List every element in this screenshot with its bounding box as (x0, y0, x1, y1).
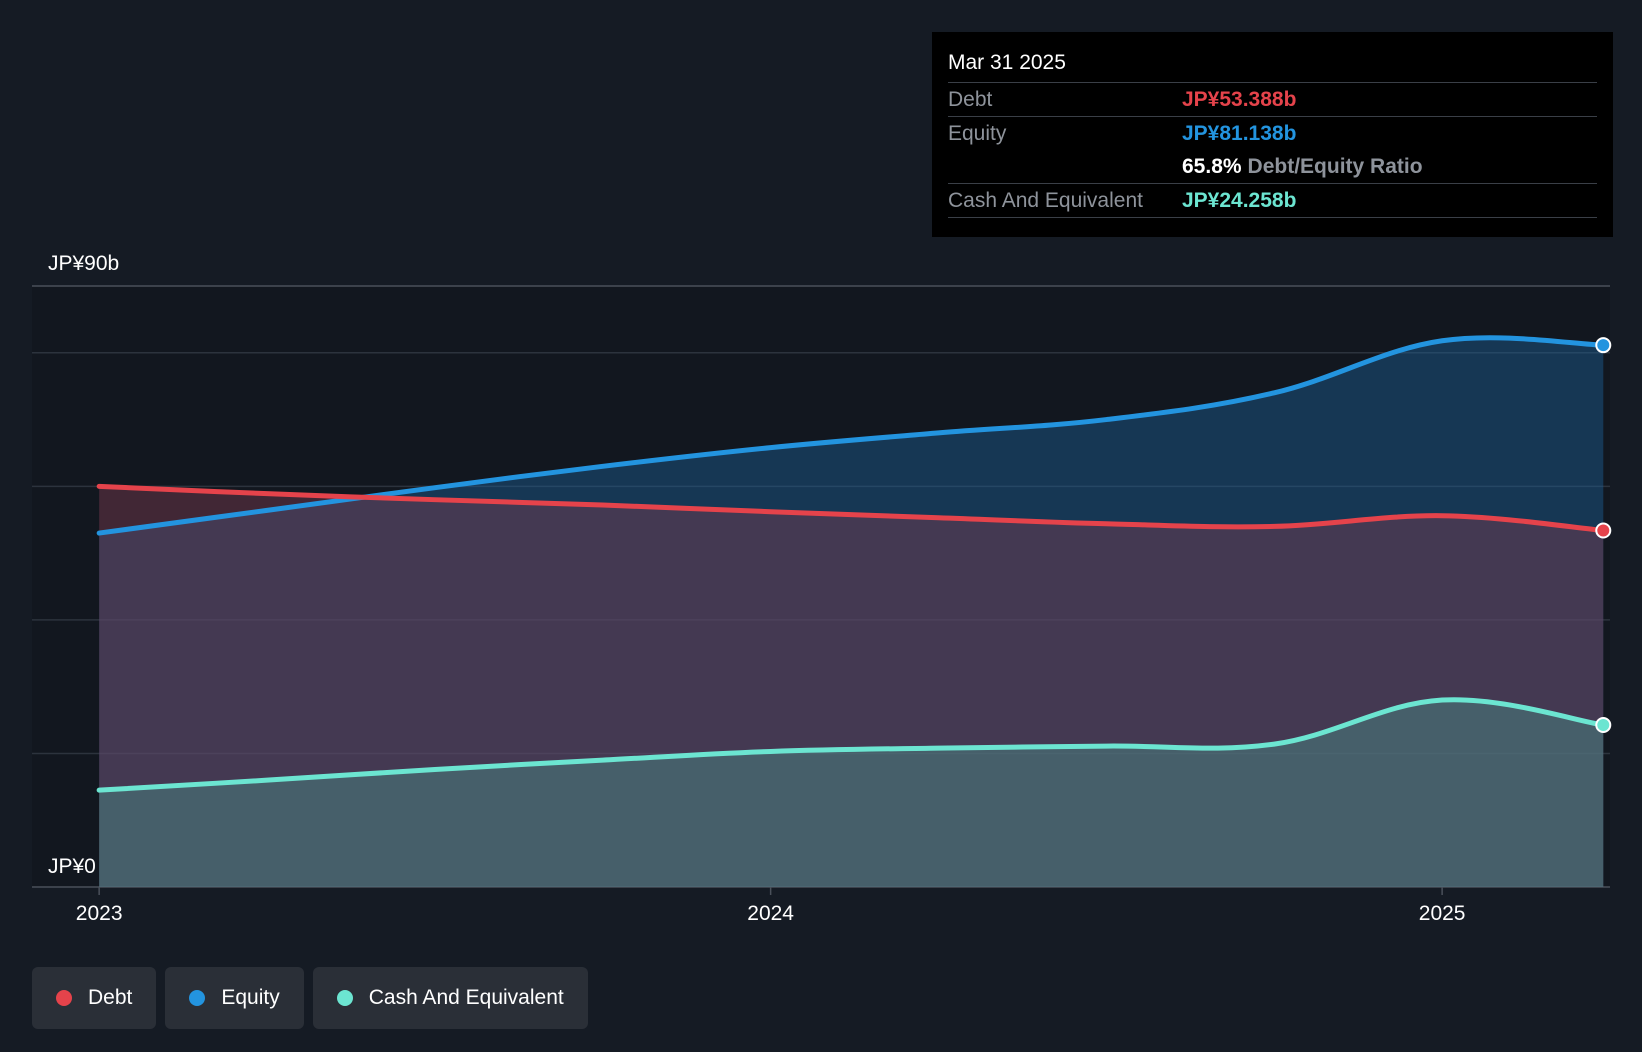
legend-label-debt: Debt (88, 986, 133, 1009)
tooltip-panel: Mar 31 2025 Debt JP¥53.388b Equity JP¥81… (932, 32, 1613, 237)
legend-dot-cash (336, 990, 353, 1006)
tooltip-ratio-label: Debt/Equity Ratio (1247, 154, 1423, 178)
legend-label-cash: Cash And Equivalent (368, 986, 564, 1009)
tooltip-ratio-value: 65.8% (1182, 154, 1242, 178)
legend-dot-debt (56, 990, 72, 1006)
y-tick-label-max: JP¥90b (48, 252, 119, 275)
line-cash-and-equivalent (96, 697, 1606, 793)
tooltip-debt-value: JP¥53.388b (1182, 87, 1297, 111)
legend-item-debt[interactable]: Debt (32, 967, 157, 1029)
legend-item-equity[interactable]: Equity (165, 967, 304, 1029)
area-cash-and-equivalent (99, 699, 1604, 887)
tooltip-cash-value: JP¥24.258b (1182, 188, 1297, 212)
legend-label-equity: Equity (221, 986, 280, 1009)
tooltip-date: Mar 31 2025 (948, 44, 1597, 83)
tooltip-row-equity: Equity JP¥81.138b (948, 117, 1597, 150)
x-tick-label-0: 2023 (76, 902, 123, 925)
x-tick-label-1: 2024 (747, 902, 794, 925)
end-point-equity (1595, 337, 1612, 354)
legend-dot-equity (189, 990, 206, 1006)
legend-item-cash[interactable]: Cash And Equivalent (312, 967, 588, 1029)
y-tick-label-min: JP¥0 (48, 855, 96, 878)
area-debt (99, 486, 1604, 887)
line-debt (96, 483, 1606, 533)
tooltip-row-ratio: 65.8% Debt/Equity Ratio (948, 150, 1597, 184)
tooltip-cash-label: Cash And Equivalent (948, 188, 1143, 212)
tooltip-equity-value: JP¥81.138b (1182, 121, 1297, 145)
end-point-cash-and-equivalent (1595, 717, 1612, 734)
tooltip-row-debt: Debt JP¥53.388b (948, 83, 1597, 117)
plot-background (32, 286, 1610, 887)
tooltip-debt-label: Debt (948, 87, 993, 111)
tooltip-equity-label: Equity (948, 121, 1007, 145)
x-tick-label-2: 2025 (1419, 902, 1466, 925)
line-equity (96, 335, 1606, 536)
chart-legend: Debt Equity Cash And Equivalent (32, 967, 588, 1029)
end-point-debt (1595, 522, 1612, 539)
tooltip-row-cash: Cash And Equivalent JP¥24.258b (948, 184, 1597, 218)
